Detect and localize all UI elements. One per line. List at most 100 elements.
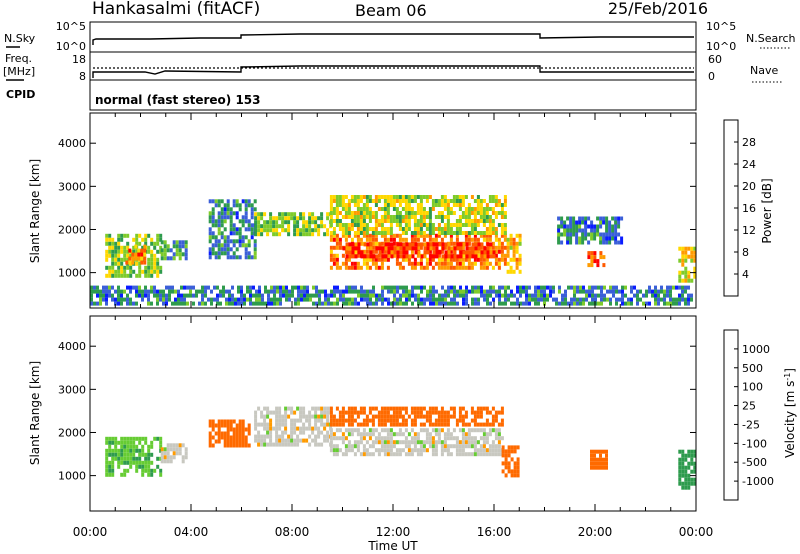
velocity-cell (590, 465, 593, 470)
power-cell (211, 219, 215, 224)
power-cell (235, 199, 239, 204)
power-cell (621, 285, 624, 290)
velocity-cell (380, 448, 384, 453)
power-cell (401, 215, 405, 219)
power-cell (399, 250, 403, 255)
power-cell (435, 246, 439, 251)
velocity-cell (350, 422, 354, 427)
power-cell (392, 241, 396, 246)
velocity-cell (129, 444, 133, 449)
velocity-cell (263, 422, 267, 427)
velocity-cell (687, 485, 691, 490)
velocity-cell (368, 406, 372, 411)
power-cell (444, 289, 447, 294)
power-cell (181, 244, 185, 249)
power-cell (314, 224, 318, 229)
power-cell (518, 257, 522, 262)
power-cell (578, 216, 582, 221)
power-cell (387, 250, 391, 255)
power-cell (201, 301, 204, 306)
velocity-cell (419, 452, 423, 457)
power-cell (678, 274, 682, 279)
power-cell (111, 237, 115, 242)
velocity-cell (693, 481, 697, 486)
power-cell (437, 227, 441, 231)
power-cell (374, 227, 378, 231)
power-cell (320, 212, 324, 217)
velocity-cell (302, 430, 306, 435)
power-cell (178, 244, 182, 249)
power-cell (235, 239, 239, 244)
power-cell (491, 265, 495, 270)
velocity-cell (275, 418, 279, 423)
power-cell (690, 258, 694, 263)
velocity-cell (311, 414, 315, 419)
power-cell (603, 293, 606, 298)
power-cell (489, 254, 493, 259)
velocity-cell (389, 440, 393, 445)
power-cell (220, 223, 224, 228)
power-cell (168, 297, 171, 302)
velocity-cell (461, 444, 465, 449)
velocity-cell (135, 456, 139, 461)
power-cell (461, 223, 465, 227)
power-cell (467, 257, 471, 262)
power-cell (250, 255, 254, 260)
velocity-cell (175, 451, 179, 456)
power-cell (534, 285, 537, 290)
power-cell (184, 256, 188, 261)
power-cell (336, 301, 339, 306)
power-cell (114, 289, 117, 294)
velocity-cell (684, 469, 688, 474)
power-cell (486, 242, 490, 247)
power-cell (108, 237, 112, 242)
velocity-cell (181, 443, 185, 448)
power-cell (381, 289, 384, 294)
velocity-cell (260, 422, 264, 427)
velocity-cell (247, 431, 251, 436)
velocity-cell (476, 452, 480, 457)
velocity-cell (166, 451, 170, 456)
velocity-cell (159, 440, 163, 445)
power-cell (336, 285, 339, 290)
power-cell (329, 257, 333, 262)
velocity-cell (284, 442, 288, 447)
power-cell (420, 289, 423, 294)
power-cell (500, 207, 504, 211)
power-cell (500, 215, 504, 219)
power-cell (458, 231, 462, 235)
power-cell (396, 254, 400, 259)
power-cell (174, 297, 177, 302)
power-cell (467, 215, 471, 219)
power-cell (608, 224, 612, 229)
power-cell (294, 285, 297, 290)
power-cell (513, 301, 516, 306)
velocity-cell (275, 422, 279, 427)
power-cell (617, 216, 621, 221)
power-cell (255, 293, 258, 298)
velocity-cell (467, 440, 471, 445)
power-cell (302, 216, 306, 221)
power-cell (162, 293, 165, 298)
power-cell (537, 285, 540, 290)
power-cell (399, 293, 402, 298)
power-cell (566, 216, 570, 221)
power-cell (111, 261, 115, 266)
power-cell (374, 261, 378, 266)
power-cell (413, 265, 417, 270)
velocity-cell (147, 456, 151, 461)
velocity-cell (476, 448, 480, 453)
power-cell (226, 215, 230, 220)
power-cell (339, 289, 342, 294)
power-cell (471, 242, 475, 247)
power-cell (410, 207, 414, 211)
power-cell (386, 231, 390, 235)
power-cell (247, 227, 251, 232)
power-cell (432, 297, 435, 302)
velocity-cell (317, 434, 321, 439)
power-cell (220, 215, 224, 220)
power-cell (401, 227, 405, 231)
power-cell (384, 254, 388, 259)
power-cell (627, 297, 630, 302)
power-cell (399, 297, 402, 302)
